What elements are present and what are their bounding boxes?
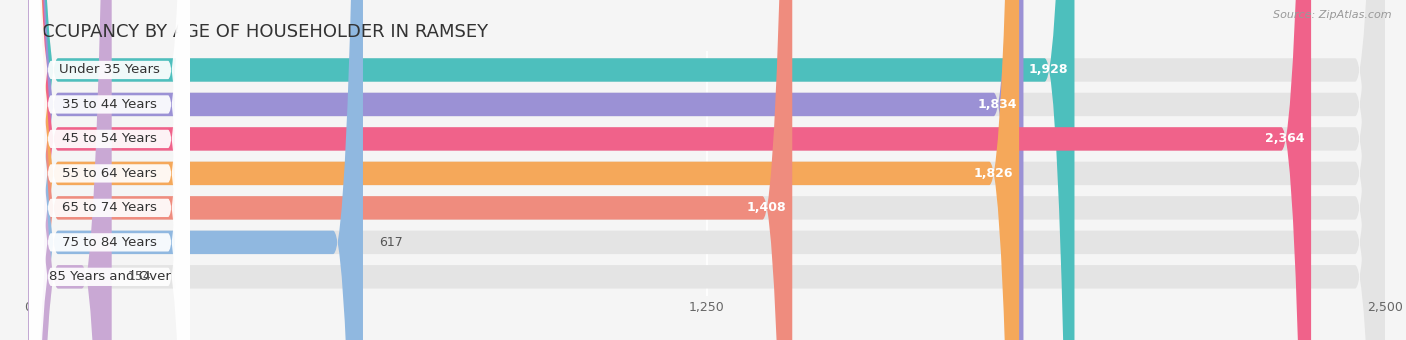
FancyBboxPatch shape	[28, 0, 1385, 340]
Text: 1,928: 1,928	[1028, 64, 1069, 76]
FancyBboxPatch shape	[28, 0, 1385, 340]
FancyBboxPatch shape	[28, 0, 1385, 340]
Text: 75 to 84 Years: 75 to 84 Years	[62, 236, 157, 249]
FancyBboxPatch shape	[28, 0, 363, 340]
Text: Under 35 Years: Under 35 Years	[59, 64, 160, 76]
FancyBboxPatch shape	[28, 0, 1385, 340]
Text: 1,834: 1,834	[977, 98, 1017, 111]
Text: 2,364: 2,364	[1265, 132, 1305, 146]
FancyBboxPatch shape	[30, 0, 190, 340]
FancyBboxPatch shape	[28, 0, 1385, 340]
FancyBboxPatch shape	[30, 0, 190, 340]
FancyBboxPatch shape	[28, 0, 792, 340]
FancyBboxPatch shape	[30, 0, 190, 340]
Text: 35 to 44 Years: 35 to 44 Years	[62, 98, 157, 111]
Text: 55 to 64 Years: 55 to 64 Years	[62, 167, 157, 180]
Text: OCCUPANCY BY AGE OF HOUSEHOLDER IN RAMSEY: OCCUPANCY BY AGE OF HOUSEHOLDER IN RAMSE…	[28, 23, 488, 41]
Text: 65 to 74 Years: 65 to 74 Years	[62, 201, 157, 215]
FancyBboxPatch shape	[30, 0, 190, 340]
Text: Source: ZipAtlas.com: Source: ZipAtlas.com	[1274, 10, 1392, 20]
FancyBboxPatch shape	[28, 0, 1074, 340]
FancyBboxPatch shape	[28, 0, 1385, 340]
Text: 617: 617	[380, 236, 404, 249]
FancyBboxPatch shape	[28, 0, 1019, 340]
Text: 1,826: 1,826	[973, 167, 1012, 180]
FancyBboxPatch shape	[28, 0, 111, 340]
Text: 85 Years and Over: 85 Years and Over	[49, 270, 170, 283]
FancyBboxPatch shape	[30, 0, 190, 340]
FancyBboxPatch shape	[28, 0, 1024, 340]
Text: 45 to 54 Years: 45 to 54 Years	[62, 132, 157, 146]
FancyBboxPatch shape	[30, 0, 190, 340]
FancyBboxPatch shape	[30, 0, 190, 340]
Text: 1,408: 1,408	[747, 201, 786, 215]
Text: 154: 154	[128, 270, 152, 283]
FancyBboxPatch shape	[28, 0, 1312, 340]
FancyBboxPatch shape	[28, 0, 1385, 340]
